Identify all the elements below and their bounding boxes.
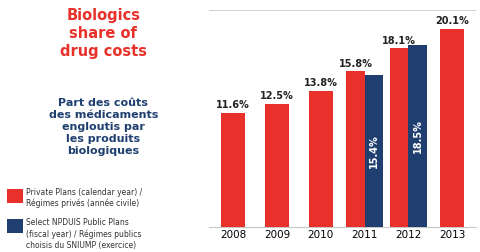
Text: Select NPDUIS Public Plans
(fiscal year) / Régimes publics
choisis du SNIUMP (ex: Select NPDUIS Public Plans (fiscal year)… (26, 218, 142, 250)
Text: 20.1%: 20.1% (434, 16, 468, 26)
Bar (389, 48, 408, 227)
Text: 13.8%: 13.8% (303, 78, 337, 88)
Text: 18.1%: 18.1% (382, 36, 415, 46)
Bar (439, 29, 463, 227)
Text: Private Plans (calendar year) /
Régimes privés (année civile): Private Plans (calendar year) / Régimes … (26, 188, 143, 208)
Text: Biologics
share of
drug costs: Biologics share of drug costs (60, 8, 146, 58)
Text: 15.4%: 15.4% (368, 134, 378, 168)
Bar (264, 104, 288, 227)
Text: 15.8%: 15.8% (338, 59, 372, 69)
Bar (364, 75, 382, 227)
Bar (408, 45, 426, 227)
Bar (221, 113, 245, 227)
Text: 11.6%: 11.6% (216, 100, 250, 110)
Text: 12.5%: 12.5% (260, 91, 293, 101)
Bar (308, 91, 332, 227)
Text: 18.5%: 18.5% (412, 119, 421, 153)
Bar (346, 71, 364, 227)
Text: Part des coûts
des médicaments
engloutis par
les produits
biologiques: Part des coûts des médicaments engloutis… (48, 98, 158, 156)
